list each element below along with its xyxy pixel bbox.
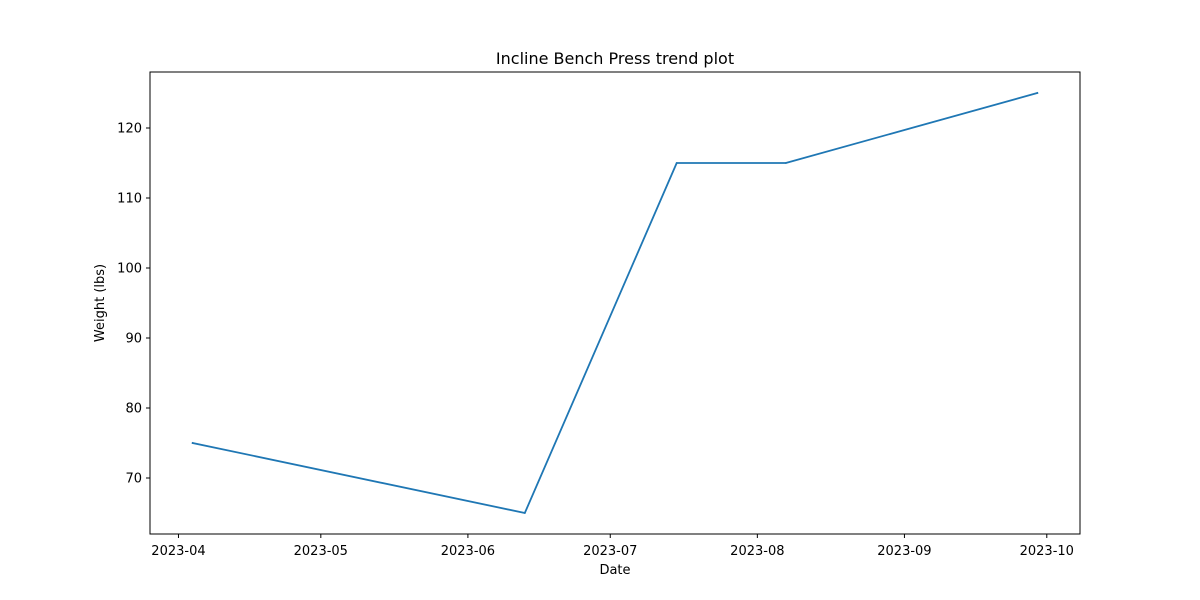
y-tick-label: 110	[117, 192, 142, 207]
chart-title: Incline Bench Press trend plot	[496, 49, 734, 68]
y-axis-ticks: 70 80 90 100 110 120	[117, 122, 150, 487]
y-tick-label: 120	[117, 122, 142, 137]
x-tick-label: 2023-08	[730, 544, 784, 559]
y-tick-label: 100	[117, 262, 142, 277]
y-tick-label: 90	[125, 332, 142, 347]
x-tick-label: 2023-09	[877, 544, 931, 559]
series-layer	[191, 91, 1039, 514]
y-axis-label: Weight (lbs)	[93, 264, 108, 342]
data-point	[675, 162, 678, 164]
x-tick-label: 2023-10	[1020, 544, 1074, 559]
data-point	[191, 442, 194, 444]
data-point	[1036, 92, 1039, 94]
data-point	[523, 512, 526, 514]
x-tick-label: 2023-04	[151, 544, 205, 559]
x-tick-label: 2023-06	[441, 544, 495, 559]
y-tick-label: 70	[125, 472, 142, 487]
x-axis-label: Date	[599, 563, 630, 578]
x-tick-label: 2023-05	[294, 544, 348, 559]
y-tick-label: 80	[125, 402, 142, 417]
plot-area-frame	[149, 71, 1081, 535]
x-axis-ticks: 2023-04 2023-05 2023-06 2023-07 2023-08 2023-…	[151, 534, 1074, 559]
x-tick-label: 2023-07	[583, 544, 637, 559]
data-point	[784, 162, 787, 164]
